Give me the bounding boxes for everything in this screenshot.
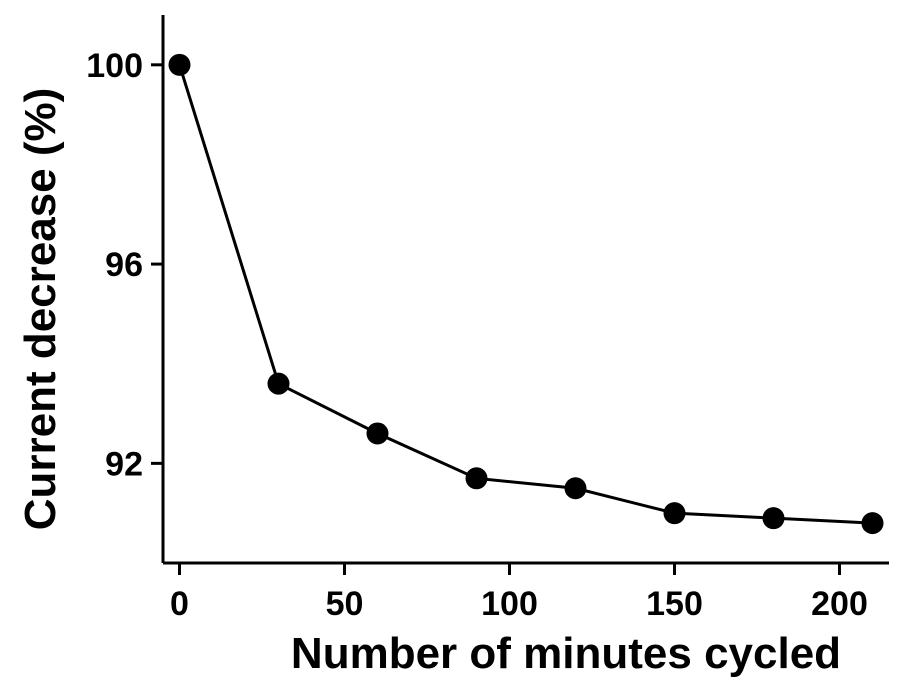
y-tick-label: 96 (105, 246, 143, 284)
axes (161, 15, 889, 565)
data-point (465, 467, 488, 490)
x-axis-title: Number of minutes cycled (291, 629, 841, 678)
series-line (178, 64, 873, 525)
data-point (762, 507, 785, 530)
x-tick-label: 200 (811, 585, 868, 623)
y-ticks: 92 96 100 (86, 47, 163, 483)
data-point (564, 477, 587, 500)
y-axis-title: Current decrease (%) (16, 88, 65, 531)
data-point (663, 502, 686, 525)
x-tick-label: 0 (170, 585, 189, 623)
x-tick-label: 150 (646, 585, 703, 623)
series-group (168, 53, 884, 535)
data-point (366, 422, 389, 445)
y-tick-label: 92 (105, 445, 143, 483)
x-tick-label: 50 (326, 585, 364, 623)
x-ticks: 0 50 100 150 200 (170, 563, 868, 623)
y-tick-label: 100 (86, 47, 143, 85)
data-point (861, 512, 884, 535)
data-point (267, 372, 290, 395)
x-tick-label: 100 (481, 585, 538, 623)
data-point (168, 53, 191, 76)
